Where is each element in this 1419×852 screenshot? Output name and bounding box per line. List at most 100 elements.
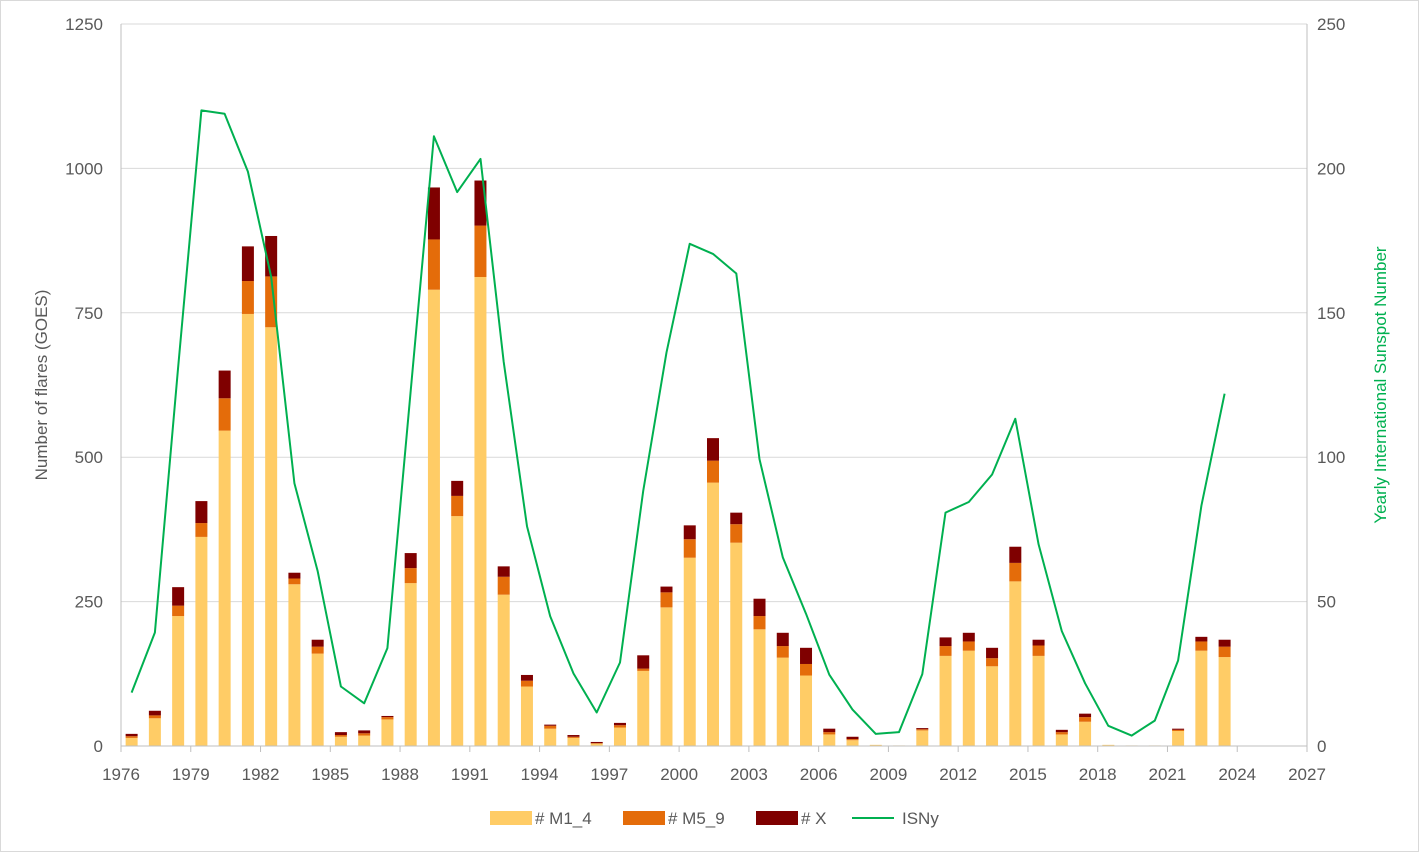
bar-m5-9-1986 [358,733,371,736]
legend-isny-label: ISNy [902,809,939,828]
bar-m1-4-2000 [683,557,696,746]
x-tick-label: 1985 [311,765,349,784]
bar-x-1978 [172,587,185,606]
bar-x-2002 [730,512,743,525]
bar-m1-4-2014 [1009,581,1022,746]
axes [120,24,1308,752]
bar-m1-4-1996 [590,743,603,746]
bar-m5-9-1994 [544,725,557,729]
bar-x-1995 [567,735,580,737]
bar-m1-4-1976 [125,737,138,746]
bar-m1-4-2022 [1195,650,1208,746]
bar-m5-9-1993 [520,680,533,687]
bar-m5-9-2017 [1079,717,1092,722]
bar-m5-9-1990 [451,495,464,517]
bar-x-2023 [1218,639,1231,647]
bar-x-2017 [1079,713,1092,718]
bar-m5-9-1997 [613,725,626,728]
bar-m5-9-2021 [1172,729,1185,731]
bar-x-1984 [311,639,324,647]
bar-m1-4-1989 [427,289,440,746]
isn-series-line [130,109,1226,737]
bar-x-1983 [288,572,301,579]
x-tick-label: 2021 [1149,765,1187,784]
bar-x-2012 [962,632,975,642]
bar-m5-9-1976 [125,736,138,738]
bar-x-2013 [986,647,999,659]
bar-m5-9-2001 [707,460,719,483]
gridlines [121,23,1307,603]
bar-m5-9-2005 [800,663,813,676]
bar-m1-4-1978 [172,616,185,746]
bar-m1-4-1999 [660,607,673,746]
bar-x-1977 [148,710,161,716]
bar-m5-9-1992 [497,576,510,595]
bar-m5-9-2015 [1032,645,1045,656]
legend-x-label: # X [801,809,827,828]
legend: # M1_4 # M5_9 # X ISNy [490,809,939,828]
y-tick-label: 0 [94,737,103,756]
bar-m1-4-1993 [520,686,533,746]
bar-x-1979 [195,501,208,524]
bar-x-2015 [1032,639,1045,646]
y-tick-label: 1000 [65,159,103,178]
x-tick-label: 2018 [1079,765,1117,784]
bar-m1-4-2021 [1172,730,1185,746]
bar-m1-4-2010 [916,730,929,746]
bar-m1-4-2008 [869,744,882,746]
bar-m1-4-1982 [265,327,278,746]
bar-m5-9-1999 [660,592,673,608]
bar-m1-4-2015 [1032,655,1045,746]
bar-x-1997 [613,722,626,726]
bar-m5-9-2007 [846,739,859,741]
bar-m1-4-1994 [544,728,557,746]
bar-m1-4-1998 [637,670,650,746]
bar-m5-9-1984 [311,646,324,654]
bar-x-1992 [497,566,510,577]
bar-m1-4-2013 [986,666,999,746]
bar-m5-9-2016 [1055,732,1068,735]
bar-x-1981 [241,246,254,282]
bar-m1-4-1981 [241,313,254,746]
y2-axis-title: Yearly International Sunspot Number [1371,246,1390,524]
bar-m5-9-2023 [1218,646,1231,658]
bar-m5-9-1981 [241,281,254,314]
y2-tick-label: 150 [1317,304,1345,323]
bar-m1-4-1995 [567,737,580,746]
y2-tick-label: 50 [1317,593,1336,612]
bar-m5-9-1985 [334,735,347,737]
legend-m5-9-swatch [623,811,665,825]
bar-m5-9-1982 [265,276,278,328]
bar-m5-9-1983 [288,578,301,585]
bar-m1-4-2002 [730,542,743,746]
x-tick-label: 1994 [521,765,559,784]
bar-m5-9-2014 [1009,562,1022,582]
tick-labels: 0 250 500 750 1000 1250 0 50 100 150 200 250 1976 197… [65,15,1345,784]
x-tick-label: 2009 [869,765,907,784]
sunspot-line [130,109,1226,737]
bar-m5-9-1987 [381,717,394,720]
bar-x-2010 [916,728,929,730]
bar-m1-4-1979 [195,536,208,746]
bar-m1-4-2007 [846,740,859,746]
bar-m1-4-1980 [218,430,231,746]
bar-m1-4-2006 [823,734,836,746]
bar-x-1996 [590,741,603,744]
bar-x-2001 [707,438,719,461]
y-axis-title: Number of flares (GOES) [32,290,51,481]
bar-x-1989 [427,187,440,240]
bar-x-2006 [823,728,836,733]
bar-m5-9-2006 [823,732,836,735]
x-tick-label: 1997 [590,765,628,784]
bar-m1-4-1987 [381,719,394,746]
legend-m5-9-label: # M5_9 [668,809,725,828]
bar-m5-9-1988 [404,568,417,584]
x-tick-label: 1988 [381,765,419,784]
bar-m5-9-1991 [474,225,487,277]
legend-x-swatch [756,811,798,825]
bar-m1-4-2016 [1055,734,1068,746]
bar-m1-4-1986 [358,735,371,746]
y2-tick-label: 200 [1317,159,1345,178]
x-tick-label: 2027 [1288,765,1326,784]
bar-m5-9-2010 [916,729,929,731]
